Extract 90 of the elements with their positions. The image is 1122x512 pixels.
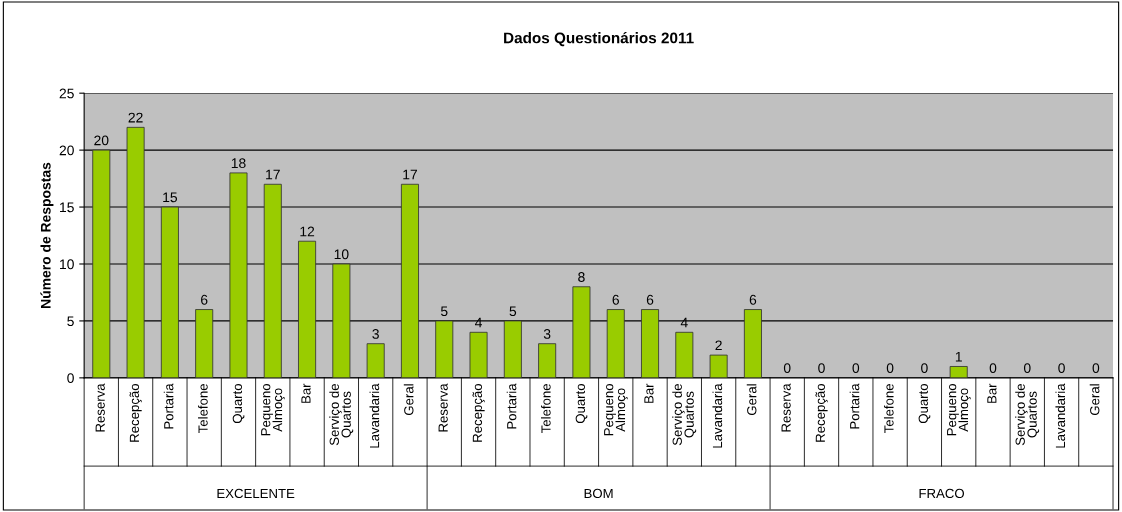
y-tick-label: 10 [60, 259, 74, 270]
x-tick-label: Serviço de Quartos [1015, 383, 1040, 446]
bar [92, 149, 111, 378]
x-tick-label: Telefone [198, 383, 208, 433]
bar [606, 309, 625, 378]
data-label: 18 [231, 158, 246, 169]
bar [126, 126, 145, 378]
data-label: 22 [128, 112, 143, 123]
data-label: 8 [578, 272, 585, 282]
x-tick-label: Bar [301, 383, 311, 403]
x-tick-label: Pequeno Almoço [261, 383, 285, 436]
data-label: 5 [440, 306, 448, 317]
data-label: 17 [266, 169, 280, 180]
y-tick-label: 25 [59, 88, 74, 99]
bar [298, 240, 317, 378]
bar [469, 331, 488, 378]
bar [195, 309, 214, 378]
data-label: 20 [94, 135, 109, 146]
x-tick-label: Serviço de Quartos [329, 383, 354, 446]
y-tick-label: 0 [67, 373, 74, 384]
x-tick-label: Recepção [815, 383, 828, 442]
data-label: 12 [300, 226, 315, 237]
bar [366, 343, 385, 378]
data-label: 0 [989, 363, 997, 374]
x-tick-label: Bar [644, 383, 654, 403]
data-label: 0 [1023, 363, 1031, 374]
bar [503, 320, 522, 378]
bar [572, 286, 591, 378]
x-tick-label: Lavandaria [369, 383, 380, 448]
data-label: 3 [372, 329, 379, 339]
data-label: 6 [612, 294, 619, 305]
text: EXCELENTE [217, 488, 295, 499]
x-tick-label: Geral [403, 384, 414, 416]
x-tick-label: Quarto [575, 383, 588, 424]
data-label: 6 [646, 294, 654, 305]
data-label: 0 [1058, 363, 1065, 374]
bar [229, 172, 248, 378]
data-label: 0 [921, 363, 928, 374]
bar [400, 183, 419, 378]
bar [263, 183, 282, 378]
data-label: 10 [334, 249, 349, 260]
data-label: 15 [163, 192, 178, 203]
data-label: 0 [818, 363, 825, 374]
bar [675, 331, 694, 378]
data-label: 2 [715, 340, 722, 351]
bar [332, 263, 351, 378]
x-tick-label: Geral [1089, 384, 1100, 416]
y-axis-title: Número de Respostas [40, 162, 54, 308]
x-tick-label: Quarto [918, 383, 931, 424]
bar [949, 366, 968, 378]
x-tick-label: Pequeno Almoço [604, 383, 628, 436]
x-tick-label: Portaria [506, 383, 517, 429]
x-tick-label: Portaria [163, 383, 174, 429]
data-label: 0 [1092, 363, 1100, 374]
data-label: 6 [201, 294, 208, 305]
data-label: 1 [955, 351, 962, 362]
bar [641, 309, 660, 378]
x-tick-label: Portaria [849, 383, 860, 429]
x-tick-label: Lavandaria [1055, 383, 1066, 448]
x-tick-label: Telefone [540, 383, 551, 433]
y-tick-label: 15 [60, 202, 74, 213]
x-tick-label: Quarto [232, 383, 245, 424]
x-tick-label: Reserva [438, 383, 448, 432]
chart-title: Dados Questionários 2011 [504, 31, 694, 47]
data-label: 6 [749, 294, 757, 305]
y-tick-label: 20 [59, 145, 74, 156]
bar [709, 354, 728, 378]
x-tick-label: Recepção [472, 383, 485, 442]
x-tick-label: Reserva [95, 383, 105, 432]
x-tick-label: Geral [746, 384, 757, 416]
y-tick-label: 5 [67, 316, 74, 327]
x-tick-label: Lavandaria [712, 383, 723, 448]
data-label: 0 [886, 363, 894, 374]
x-tick-label: Reserva [781, 383, 791, 432]
text: FRACO [919, 488, 964, 499]
text: BOM [584, 488, 613, 499]
data-label: 3 [543, 329, 551, 339]
bar [743, 309, 762, 378]
bar [160, 206, 179, 378]
data-label: 5 [509, 306, 517, 317]
bar [538, 343, 557, 378]
x-tick-label: Telefone [883, 383, 894, 433]
bar [435, 320, 454, 378]
data-label: 0 [783, 363, 791, 374]
data-label: 17 [403, 169, 417, 180]
x-tick-label: Serviço de Quartos [672, 383, 697, 446]
x-tick-label: Bar [987, 383, 997, 403]
data-label: 0 [852, 363, 860, 374]
x-tick-label: Pequeno Almoço [947, 383, 971, 436]
x-tick-label: Recepção [129, 383, 142, 442]
